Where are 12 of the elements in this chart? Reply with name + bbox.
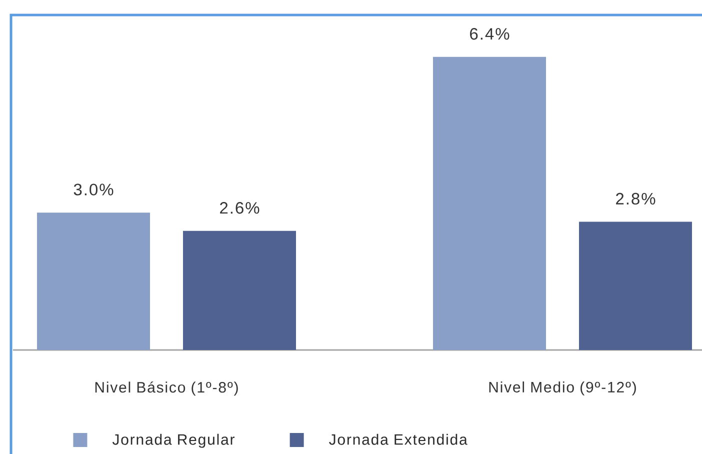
- legend-label: Jornada Extendida: [329, 434, 468, 445]
- data-label: 6.4%: [470, 28, 510, 40]
- bar: [433, 56, 546, 350]
- bar: [37, 212, 150, 350]
- bar: [183, 230, 296, 350]
- legend-label: Jornada Regular: [112, 434, 235, 448]
- data-label: 3.0%: [74, 184, 114, 196]
- data-label: 2.8%: [616, 192, 656, 205]
- data-label: 2.6%: [220, 202, 260, 214]
- bar: [579, 222, 692, 350]
- x-tick-label: Nivel Medio (9º-12º): [489, 381, 636, 396]
- x-tick-label: Nivel Básico (1º-8º): [95, 381, 238, 396]
